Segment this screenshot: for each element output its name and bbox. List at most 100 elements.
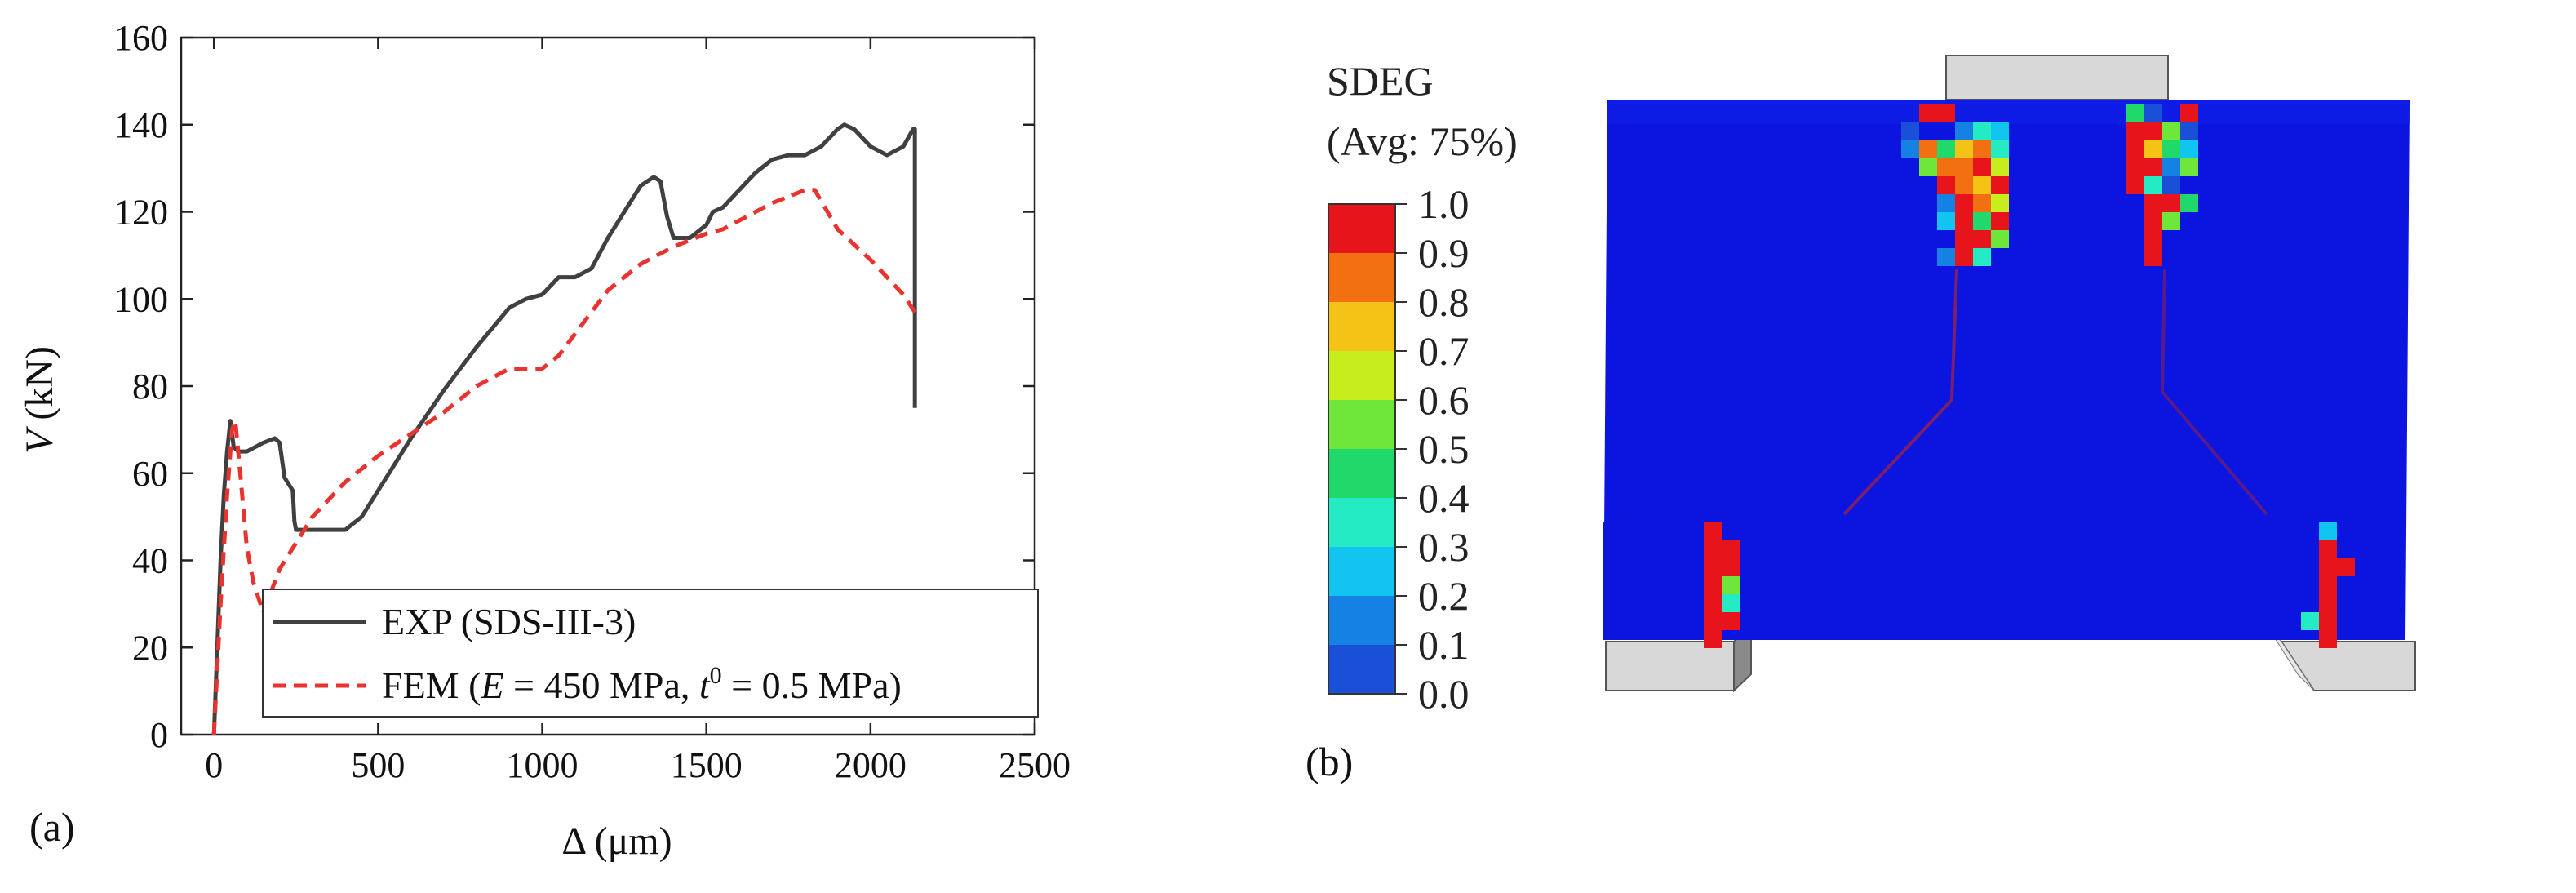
damage-element xyxy=(2319,612,2337,630)
x-tick-label: 0 xyxy=(205,745,223,785)
colorbar-swatch xyxy=(1328,400,1395,449)
damage-element xyxy=(1919,158,1937,176)
mesh-top-shade xyxy=(1607,100,2410,124)
y-tick-label: 100 xyxy=(114,279,168,319)
bottom-left-support xyxy=(1605,641,1735,691)
damage-element xyxy=(1919,140,1937,158)
damage-element xyxy=(1955,248,1973,266)
damage-element xyxy=(2126,158,2144,176)
series-line-exp xyxy=(211,122,917,735)
panel-label-a: (a) xyxy=(29,804,75,850)
damage-element xyxy=(2319,540,2337,558)
colorbar-level-label: 0.0 xyxy=(1418,671,1470,717)
damage-element xyxy=(1973,158,1991,176)
legend-label-fem: FEM (E = 450 MPa, t0 = 0.5 MPa) xyxy=(382,662,902,706)
y-tick-label: 80 xyxy=(132,367,168,407)
damage-element xyxy=(2144,122,2162,140)
damage-element xyxy=(2126,122,2144,140)
damage-element xyxy=(2319,630,2337,648)
damage-element xyxy=(1955,176,1973,194)
damage-element xyxy=(2319,594,2337,612)
y-tick-label: 40 xyxy=(132,541,168,581)
x-tick-label: 1000 xyxy=(507,745,579,785)
y-axis-title: V (kN) xyxy=(18,346,61,454)
damage-element xyxy=(2180,140,2198,158)
damage-element xyxy=(1991,158,2009,176)
damage-element xyxy=(2162,122,2180,140)
damage-element xyxy=(2144,230,2162,248)
y-tick-label: 160 xyxy=(114,18,168,58)
y-axis-title-unit: (kN) xyxy=(18,346,61,430)
damage-element xyxy=(1937,158,1955,176)
damage-element xyxy=(2180,122,2198,140)
damage-element xyxy=(1704,558,1722,576)
x-axis-title: Δ (μm) xyxy=(561,820,672,863)
colorbar-subtitle: (Avg: 75%) xyxy=(1327,118,1518,164)
colorbar-swatch xyxy=(1328,547,1395,596)
y-tick-label: 60 xyxy=(132,454,168,494)
damage-element xyxy=(2180,194,2198,212)
colorbar-swatch xyxy=(1328,302,1395,351)
damage-element xyxy=(2144,248,2162,266)
damage-element xyxy=(1973,212,1991,230)
damage-element xyxy=(1901,140,1919,158)
damage-element xyxy=(2144,104,2162,122)
damage-element xyxy=(2162,194,2180,212)
damage-element xyxy=(1901,122,1919,140)
colorbar-level-label: 0.9 xyxy=(1418,230,1470,276)
colorbar-swatch xyxy=(1328,253,1395,302)
series-line-fem xyxy=(211,188,917,735)
colorbar-swatch xyxy=(1328,498,1395,547)
damage-element xyxy=(1937,140,1955,158)
colorbar: SDEG (Avg: 75%) 1.00.90.80.70.60.50.40.3… xyxy=(1327,58,1518,717)
mesh-lower-band xyxy=(1603,522,2405,640)
colorbar-swatch xyxy=(1328,596,1395,645)
damage-element xyxy=(1991,212,2009,230)
damage-element xyxy=(1704,612,1722,630)
damage-element xyxy=(2144,212,2162,230)
damage-element xyxy=(1973,176,1991,194)
damage-element xyxy=(2319,522,2337,540)
damage-element xyxy=(2162,176,2180,194)
colorbar-level-label: 0.1 xyxy=(1418,622,1470,668)
colorbar-level-label: 0.6 xyxy=(1418,377,1470,423)
mesh-body xyxy=(1603,100,2410,640)
y-tick-label: 140 xyxy=(114,105,168,145)
damage-element xyxy=(1704,594,1722,612)
damage-patches xyxy=(1704,104,2355,648)
damage-element xyxy=(2337,558,2355,576)
damage-element xyxy=(1973,194,1991,212)
damage-element xyxy=(2162,140,2180,158)
damage-element xyxy=(1704,630,1722,648)
y-tick-label: 0 xyxy=(150,715,168,755)
damage-element xyxy=(2126,176,2144,194)
damage-element xyxy=(1937,248,1955,266)
legend-box xyxy=(262,589,1039,718)
shear-displacement-chart: 0 500 1000 1500 2000 2500 0 20 40 60 80 100 120 140 16… xyxy=(18,18,1071,863)
colorbar-level-label: 1.0 xyxy=(1418,181,1470,227)
legend-label-exp: EXP (SDS-III-3) xyxy=(382,601,636,642)
colorbar-level-label: 0.2 xyxy=(1418,573,1470,619)
x-tick-label: 1500 xyxy=(671,745,743,785)
colorbar-swatch xyxy=(1328,204,1395,253)
damage-element xyxy=(1722,612,1740,630)
x-tick-label: 2000 xyxy=(835,745,907,785)
damage-element xyxy=(2180,158,2198,176)
colorbar-swatch xyxy=(1328,351,1395,400)
damage-element xyxy=(2126,104,2144,122)
damage-element xyxy=(2180,104,2198,122)
legend: EXP (SDS-III-3) FEM (E = 450 MPa, t0 = 0… xyxy=(262,589,1039,718)
colorbar-level-label: 0.3 xyxy=(1418,524,1470,570)
damage-element xyxy=(1973,140,1991,158)
damage-element xyxy=(1955,122,1973,140)
damage-element xyxy=(1704,540,1722,558)
damage-element xyxy=(1937,176,1955,194)
colorbar-level-label: 0.7 xyxy=(1418,328,1470,374)
damage-element xyxy=(2144,158,2162,176)
damage-element xyxy=(1991,230,2009,248)
damage-element xyxy=(1955,212,1973,230)
colorbar-level-label: 0.4 xyxy=(1418,475,1470,521)
damage-element xyxy=(1991,122,2009,140)
top-loading-plate xyxy=(1945,55,2169,100)
damage-element xyxy=(1937,212,1955,230)
